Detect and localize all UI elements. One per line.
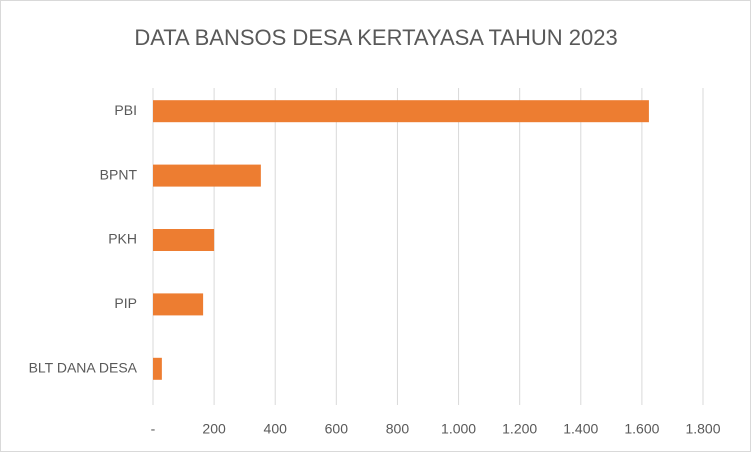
bar bbox=[153, 100, 649, 123]
x-tick-label: 400 bbox=[264, 421, 288, 437]
x-tick-label: 600 bbox=[325, 421, 349, 437]
x-tick-label: 1.400 bbox=[563, 421, 598, 437]
x-tick-label: 800 bbox=[386, 421, 410, 437]
bar bbox=[153, 229, 215, 251]
chart-title: DATA BANSOS DESA KERTAYASA TAHUN 2023 bbox=[134, 25, 617, 50]
y-tick-label: PIP bbox=[114, 295, 137, 311]
bar bbox=[153, 293, 204, 316]
x-tick-label: - bbox=[151, 421, 156, 437]
x-tick-label: 1.200 bbox=[502, 421, 537, 437]
x-tick-label: 1.800 bbox=[685, 421, 720, 437]
x-tick-label: 1.600 bbox=[624, 421, 659, 437]
x-tick-label: 1.000 bbox=[441, 421, 476, 437]
y-tick-label: BPNT bbox=[100, 166, 138, 182]
bar bbox=[153, 164, 261, 187]
y-tick-label: PBI bbox=[114, 102, 137, 118]
y-tick-label: PKH bbox=[108, 231, 137, 247]
y-tick-label: BLT DANA DESA bbox=[29, 360, 138, 376]
x-tick-label: 200 bbox=[202, 421, 226, 437]
bar bbox=[153, 357, 162, 380]
